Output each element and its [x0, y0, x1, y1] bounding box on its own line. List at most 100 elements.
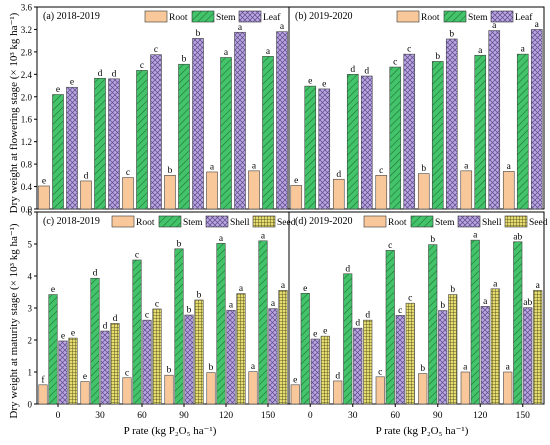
y-tick-label: 3.6: [21, 3, 33, 13]
bar-root: [418, 373, 428, 405]
bar-shell: [395, 315, 405, 405]
significance-letter: b: [177, 239, 182, 249]
y-tick-label: 1.6: [21, 115, 33, 125]
significance-letter: d: [93, 269, 98, 279]
bar-shell: [523, 307, 533, 405]
significance-letter: a: [251, 362, 256, 372]
bar-shell: [184, 314, 194, 405]
bar-leaf: [234, 31, 246, 210]
significance-letter: c: [145, 311, 149, 321]
bar-seed: [68, 337, 78, 405]
significance-letter: a: [229, 301, 234, 311]
legend-label: Stem: [183, 218, 203, 228]
significance-letter: c: [126, 168, 130, 178]
bar-stem: [470, 239, 480, 405]
significance-letter: b: [421, 164, 426, 174]
bar-stem: [174, 248, 184, 405]
bar-seed: [110, 323, 120, 405]
bar-stem: [132, 259, 142, 405]
significance-letter: e: [56, 85, 60, 95]
bar-root: [375, 175, 388, 210]
bar-stem: [304, 85, 317, 210]
panel-label: (d) 2019-2020: [295, 216, 353, 227]
panel-frame: [288, 211, 545, 405]
significance-letter: d: [113, 314, 118, 324]
significance-letter: c: [135, 251, 139, 261]
bar-stem: [220, 57, 232, 210]
bar-root: [206, 372, 216, 405]
bar-shell: [58, 340, 68, 405]
x-tick-label: 60: [137, 411, 147, 421]
significance-letter: a: [271, 299, 276, 309]
significance-letter: d: [350, 65, 355, 75]
legend-swatch: [238, 10, 262, 23]
bar-leaf: [192, 38, 204, 210]
bar-root: [333, 380, 343, 405]
bar-seed: [533, 290, 543, 405]
bar-root: [502, 171, 515, 210]
bar-leaf: [276, 31, 288, 210]
x-tick-label: 0: [56, 411, 61, 421]
panel-label: (a) 2018-2019: [43, 11, 100, 22]
bar-seed: [405, 302, 415, 405]
bar-root: [164, 374, 174, 405]
legend-swatch: [504, 215, 528, 228]
significance-letter: d: [355, 319, 360, 329]
bar-stem: [52, 94, 64, 210]
legend-label: Shell: [482, 218, 502, 228]
significance-letter: e: [293, 375, 297, 385]
legend-swatch: [111, 215, 135, 228]
significance-letter: e: [51, 285, 55, 295]
x-tick-label: 90: [433, 411, 443, 421]
bar-root: [248, 371, 258, 405]
significance-letter: c: [408, 294, 412, 304]
bar-stem: [428, 244, 438, 405]
significance-letter: e: [83, 372, 87, 382]
significance-letter: e: [294, 176, 298, 186]
bar-root: [122, 377, 132, 405]
bar-root: [122, 177, 134, 210]
significance-letter: b: [420, 364, 425, 374]
y-tick-label: 3: [28, 304, 33, 314]
significance-letter: e: [71, 329, 75, 339]
significance-letter: b: [430, 235, 435, 245]
significance-letter: a: [507, 162, 512, 172]
significance-letter: d: [98, 69, 103, 79]
legend-label: Leaf: [515, 12, 533, 23]
significance-letter: b: [197, 291, 202, 301]
y-axis-label-top: Dry weight at flowering stage (× 10³ kg …: [8, 12, 20, 213]
significance-letter: a: [478, 46, 483, 56]
bar-root: [503, 371, 513, 405]
bar-root: [38, 384, 48, 405]
significance-letter: a: [463, 363, 468, 373]
significance-letter: a: [281, 281, 286, 291]
significance-letter: c: [154, 45, 158, 55]
bar-stem: [300, 292, 310, 405]
y-tick-label: 0.0: [21, 205, 33, 215]
legend-label: Stem: [216, 13, 236, 23]
bar-stem: [385, 250, 395, 405]
y-tick-label: 0: [28, 400, 33, 410]
significance-letter: c: [379, 166, 383, 176]
legend-label: Leaf: [263, 12, 281, 23]
bar-leaf: [445, 38, 458, 210]
bar-shell: [226, 309, 236, 405]
legend-swatch: [443, 10, 467, 23]
significance-letter: a: [521, 45, 526, 55]
significance-letter: a: [280, 22, 285, 32]
bar-root: [290, 384, 300, 405]
significance-letter: b: [450, 285, 455, 295]
significance-letter: a: [219, 234, 224, 244]
legend-label: Stem: [435, 218, 455, 228]
bar-leaf: [108, 78, 120, 210]
bar-seed: [194, 299, 204, 405]
legend-swatch: [144, 10, 168, 23]
significance-letter: a: [483, 297, 488, 307]
significance-letter: d: [335, 371, 340, 381]
significance-letter: a: [535, 20, 540, 30]
bar-shell: [142, 319, 152, 405]
y-tick-label: 0.4: [21, 182, 33, 192]
significance-letter: b: [435, 52, 440, 62]
bar-root: [460, 371, 470, 405]
significance-letter: c: [155, 299, 159, 309]
